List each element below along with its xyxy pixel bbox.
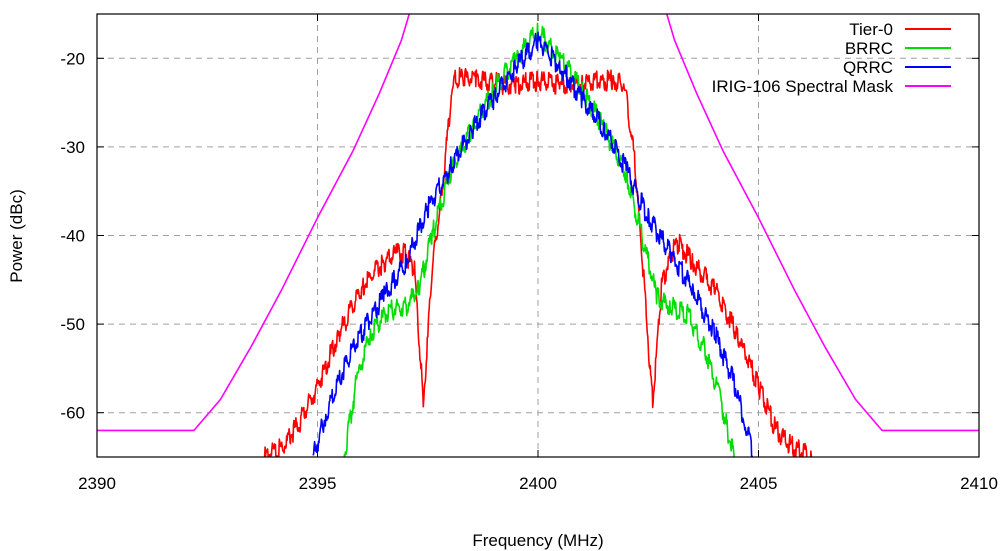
legend-label: QRRC <box>843 58 893 77</box>
x-tick-label: 2410 <box>960 474 998 493</box>
series-line-2 <box>312 31 755 457</box>
legend-label: IRIG-106 Spectral Mask <box>712 77 894 96</box>
axis-ticks: 2390 2395 2400 2405 2410 -60 -50 -40 -30 -20 <box>60 14 998 493</box>
x-tick-label: 2405 <box>740 474 778 493</box>
legend-label: Tier-0 <box>849 20 893 39</box>
x-tick-label: 2400 <box>519 474 557 493</box>
grid <box>97 14 979 457</box>
series-line-0 <box>263 67 813 457</box>
x-tick-label: 2395 <box>299 474 337 493</box>
y-tick-label: -30 <box>60 138 85 157</box>
legend-label: BRRC <box>845 39 893 58</box>
y-tick-label: -20 <box>60 49 85 68</box>
series-line-3 <box>97 14 979 432</box>
y-tick-label: -40 <box>60 227 85 246</box>
x-axis-label: Frequency (MHz) <box>472 531 603 550</box>
y-tick-label: -50 <box>60 315 85 334</box>
y-tick-label: -60 <box>60 404 85 423</box>
series-lines <box>97 14 979 457</box>
x-tick-label: 2390 <box>78 474 116 493</box>
y-axis-label: Power (dBc) <box>7 189 26 283</box>
